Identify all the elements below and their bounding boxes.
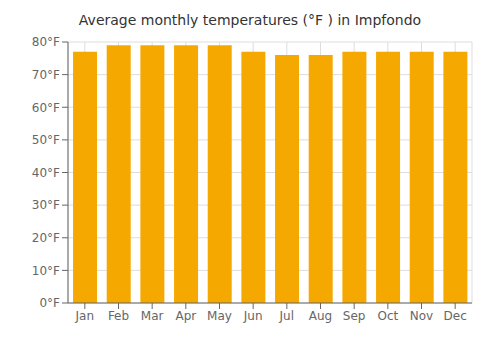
svg-text:Aug: Aug [309,309,332,323]
svg-text:50°F: 50°F [32,133,60,147]
svg-text:40°F: 40°F [32,166,60,180]
svg-text:Jun: Jun [243,309,263,323]
svg-text:May: May [207,309,232,323]
svg-text:30°F: 30°F [32,198,60,212]
svg-text:Oct: Oct [377,309,398,323]
svg-text:10°F: 10°F [32,264,60,278]
html-text:Average monthly temperatures (: Average monthly temperatures (°F ) in Im… [78,12,422,28]
svg-text:0°F: 0°F [39,296,60,310]
svg-text:Dec: Dec [444,309,467,323]
svg-text:Sep: Sep [343,309,366,323]
svg-text:Apr: Apr [175,309,196,323]
svg-text:Feb: Feb [108,309,129,323]
svg-text:70°F: 70°F [32,68,60,82]
svg-text:60°F: 60°F [32,101,60,115]
svg-text:Jan: Jan [75,309,95,323]
svg-text:Nov: Nov [410,309,433,323]
svg-text:20°F: 20°F [32,231,60,245]
svg-text:80°F: 80°F [32,35,60,49]
svg-text:Mar: Mar [141,309,164,323]
svg-text:Jul: Jul [279,309,294,323]
